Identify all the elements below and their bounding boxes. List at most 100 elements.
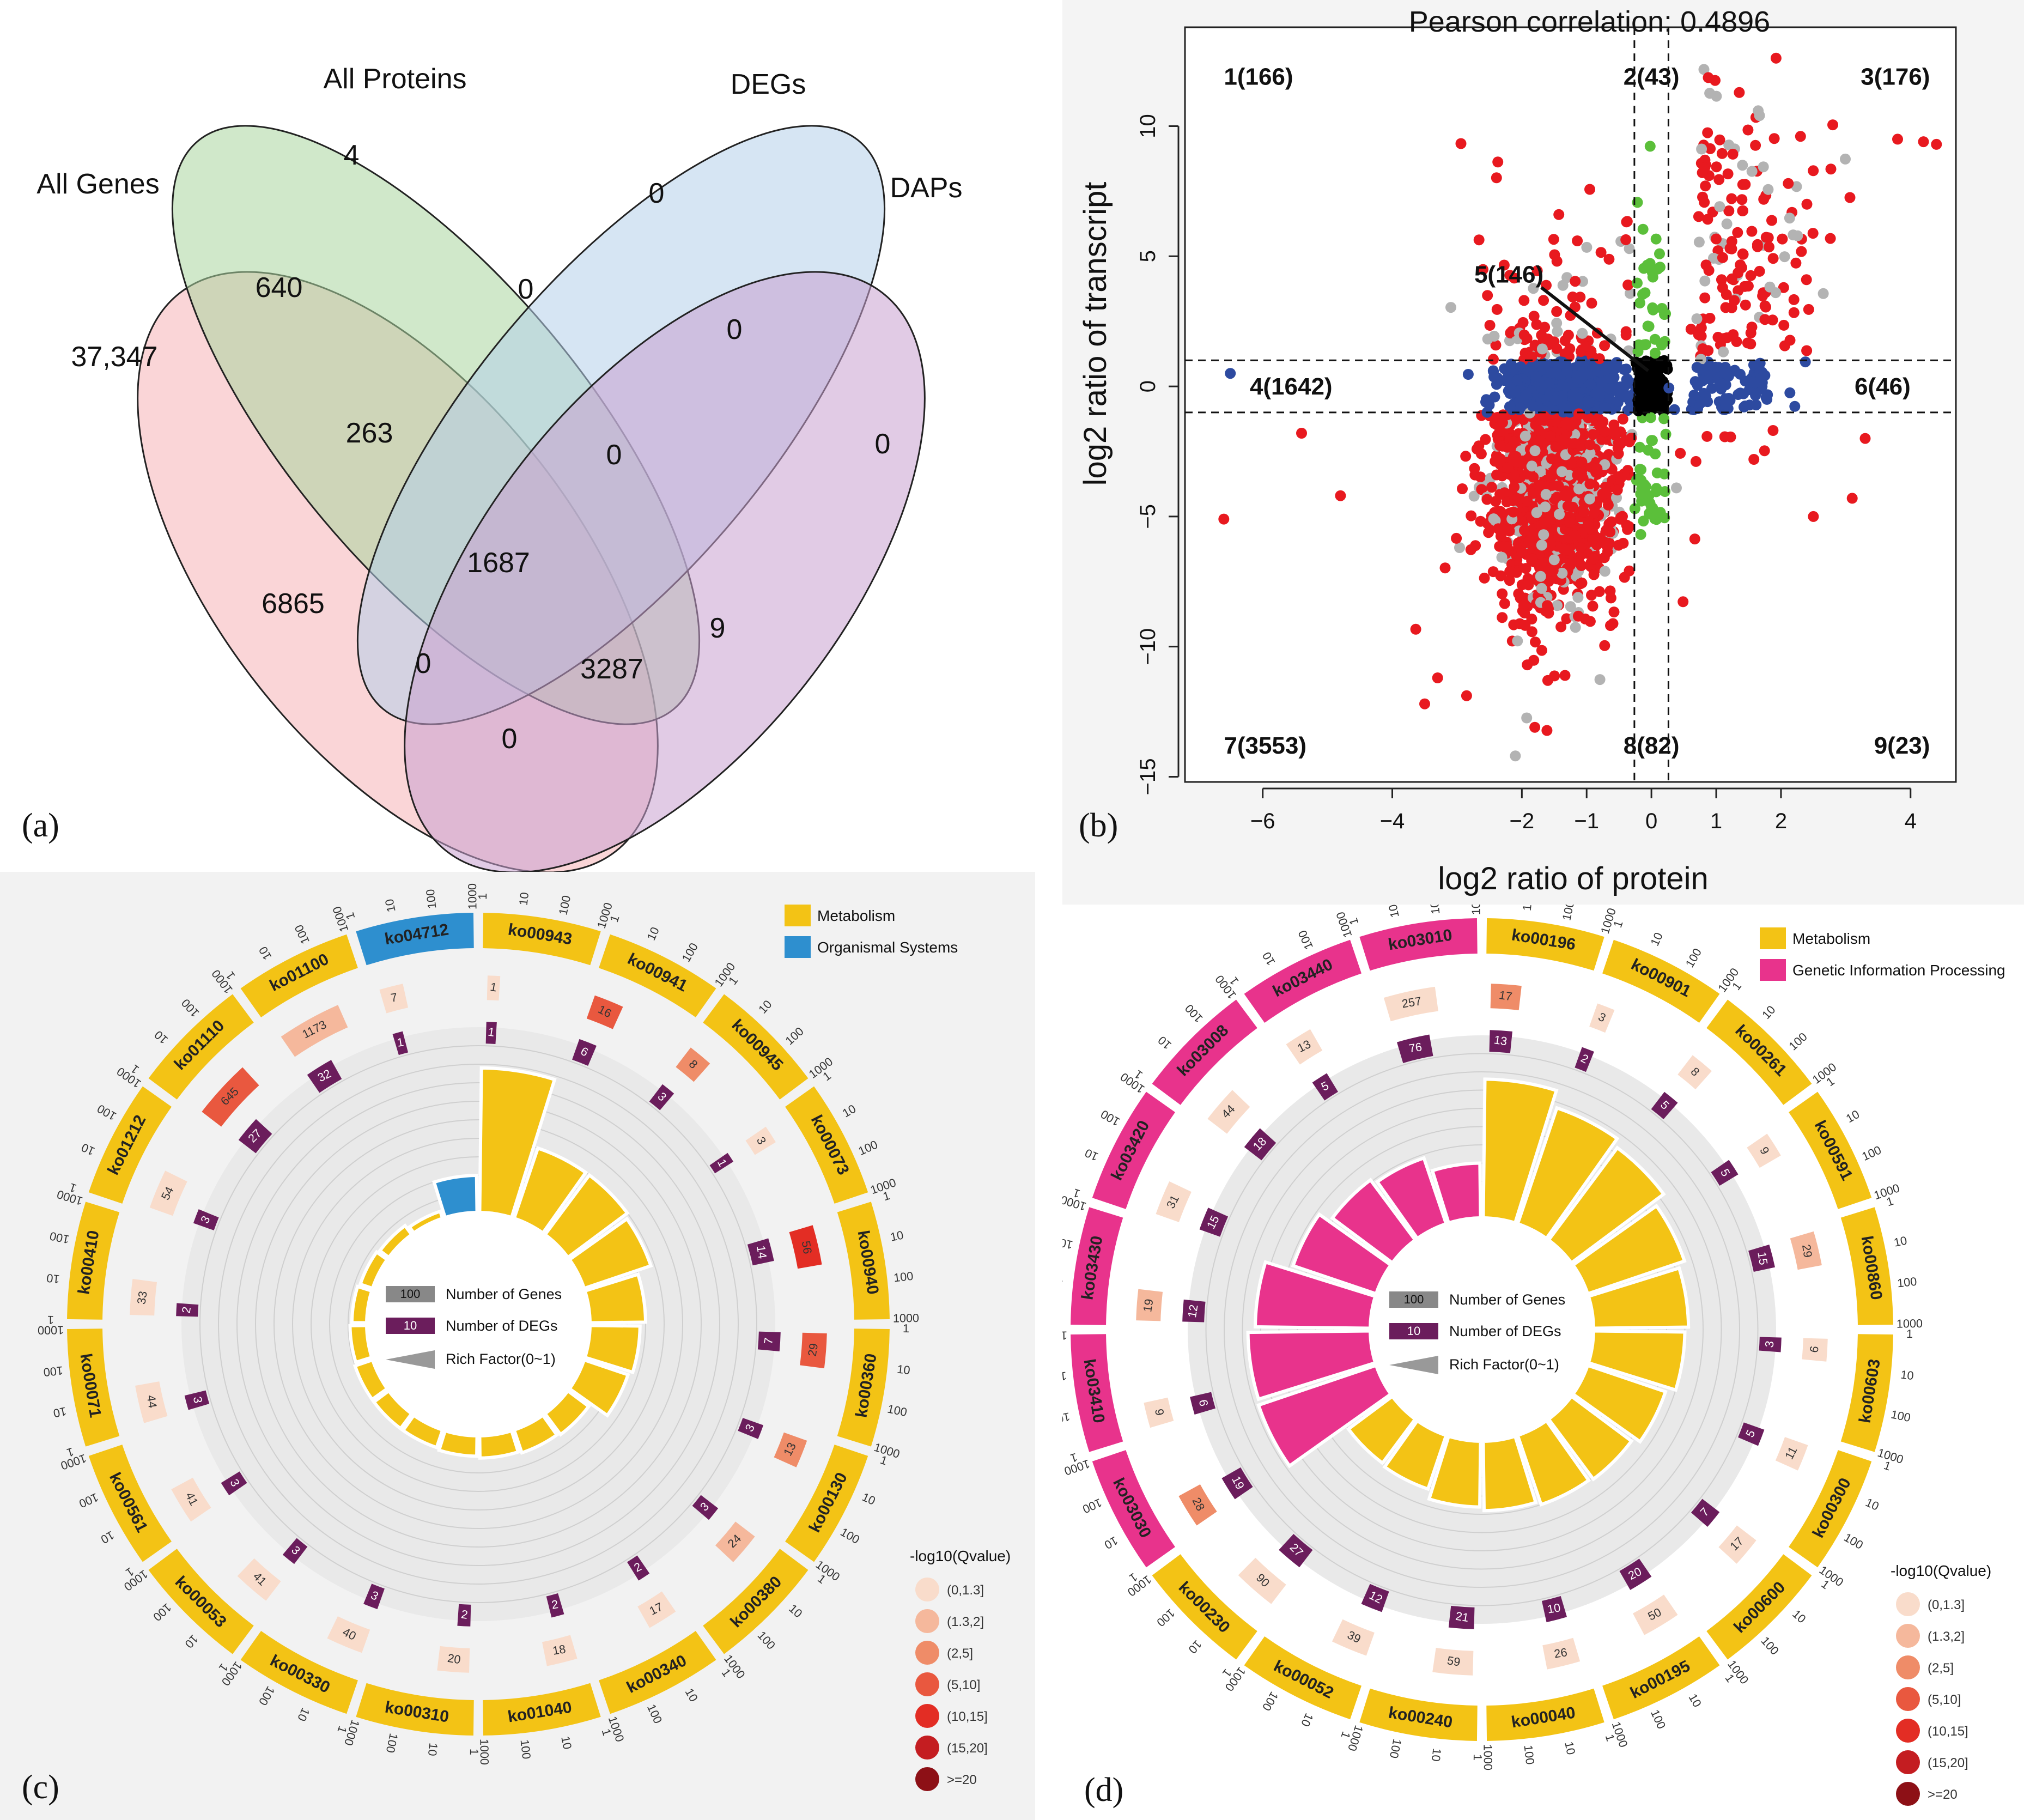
scatter-point [1655,507,1666,518]
deg-count-label: 15 [1755,1251,1770,1266]
quadrant-label: 4(1642) [1250,373,1333,400]
qvalue-bin-label: >=20 [947,1773,977,1787]
rich-factor-bar [543,1388,591,1437]
pathway-segment [785,1086,868,1204]
venn-region-value: 9 [710,612,726,644]
scale-tick: 100 [1098,1107,1122,1129]
rich-grid-ring [236,1082,720,1566]
scatter-point [1515,402,1526,414]
pathway-segment [599,934,716,1017]
scale-tick: 100 [1182,1002,1206,1025]
scatter-point [1572,469,1583,481]
scatter-point [1504,525,1515,537]
scale-tick: 100 [95,1102,119,1124]
scale-tick: 100 [1295,928,1316,951]
degs-legend-label: Number of DEGs [446,1318,558,1334]
scatter-point [1695,363,1707,375]
scale-tick: 100 [150,1601,174,1624]
scatter-point [1726,236,1737,247]
rich-factor-bar [478,1428,520,1460]
scale-tick: 100 [893,1269,914,1285]
scatter-point [1491,454,1503,465]
rich-factor-bar [1375,1156,1449,1241]
gene-count-bar [1542,1637,1581,1670]
scale-tick: 10 [1686,1691,1705,1709]
scale-tick: 1000 [1469,905,1483,915]
qvalue-swatch [915,1578,939,1601]
scatter-point [1761,393,1773,405]
pathway-segment [1706,999,1812,1105]
scatter-point [1460,451,1472,462]
scale-tick: 100 [1897,1275,1918,1290]
scatter-point [1528,283,1539,294]
scale-tick: 10 [426,1742,440,1757]
deg-count-bar [757,1331,781,1351]
gene-count-bar [542,1635,578,1666]
pathway-segment [148,1549,254,1654]
scatter-point [1788,229,1799,241]
scatter-point [1516,547,1528,557]
scatter-point [1734,87,1745,98]
rich-factor-bar [1515,1106,1620,1241]
pathway-segment [1486,918,1604,971]
scatter-point [1647,271,1658,283]
gene-count-bar [281,1005,348,1057]
scatter-point [1650,348,1661,359]
qvalue-bin-label: (2,5] [1928,1661,1954,1676]
scatter-point [1632,277,1643,289]
scatter-point [1624,521,1635,532]
scale-tick: 100 [384,1732,401,1754]
scale-tick: 10 [896,1362,911,1377]
category-label: Metabolism [1792,930,1870,947]
scatter-point [1520,563,1531,574]
scale-tick: 1000 [893,1311,919,1325]
scatter-point [1637,223,1649,235]
scatter-point [1512,374,1523,386]
deg-count-bar [1361,1584,1389,1612]
genes-legend-label: Number of Genes [446,1286,562,1302]
scale-tick: 10 [644,925,662,942]
qvalue-bin-label: (1.3,2] [947,1615,984,1629]
y-axis-title: log2 ratio of transcript [1078,182,1113,486]
scatter-point [1736,194,1748,205]
scatter-point [1608,606,1620,618]
scatter-point [1509,494,1521,505]
scatter-point [1703,345,1714,356]
scatter-point [1714,134,1725,145]
scatter-point [1533,425,1545,436]
scatter-point [1696,397,1707,408]
scale-tick: 100 [43,1364,64,1380]
rich-grid-ring [1242,1089,1722,1570]
deg-count-bar [747,1238,774,1266]
scatter-point [1639,396,1650,407]
scale-tick: 10 [1186,1637,1205,1657]
rich-factor-bar [1546,1145,1666,1265]
scatter-point [1650,448,1661,459]
scatter-point [1604,538,1615,549]
rich-factor-hole [367,1212,590,1436]
scatter-point [1599,566,1610,577]
scatter-point [1586,298,1597,309]
scale-tick: 100 [556,894,573,916]
rich-factor-bar [1571,1363,1668,1444]
scale-tick: 100 [679,941,701,964]
scale-tick: 10 [1385,905,1401,919]
scatter-point [1693,211,1704,222]
scatter-point [1791,181,1802,192]
scatter-point [1658,413,1670,424]
scatter-point [1566,557,1577,568]
rich-factor-bar [358,1249,390,1291]
enrichment-circle-c-panel: ko00943 1 10 100 1000 1 1 ko00941 1 10 100 1000 16 6 k… [0,872,1035,1820]
venn-label-all-genes: All Genes [37,168,159,200]
scatter-point [1767,314,1778,326]
deg-count-bar [1312,1073,1338,1101]
rich-factor-bar [582,1272,648,1325]
scatter-point [1521,712,1533,724]
deg-count-bar [457,1604,471,1627]
scale-tick: 10 [860,1490,878,1508]
scale-tick: 1 [47,1313,54,1327]
scatter-point [1476,484,1487,495]
